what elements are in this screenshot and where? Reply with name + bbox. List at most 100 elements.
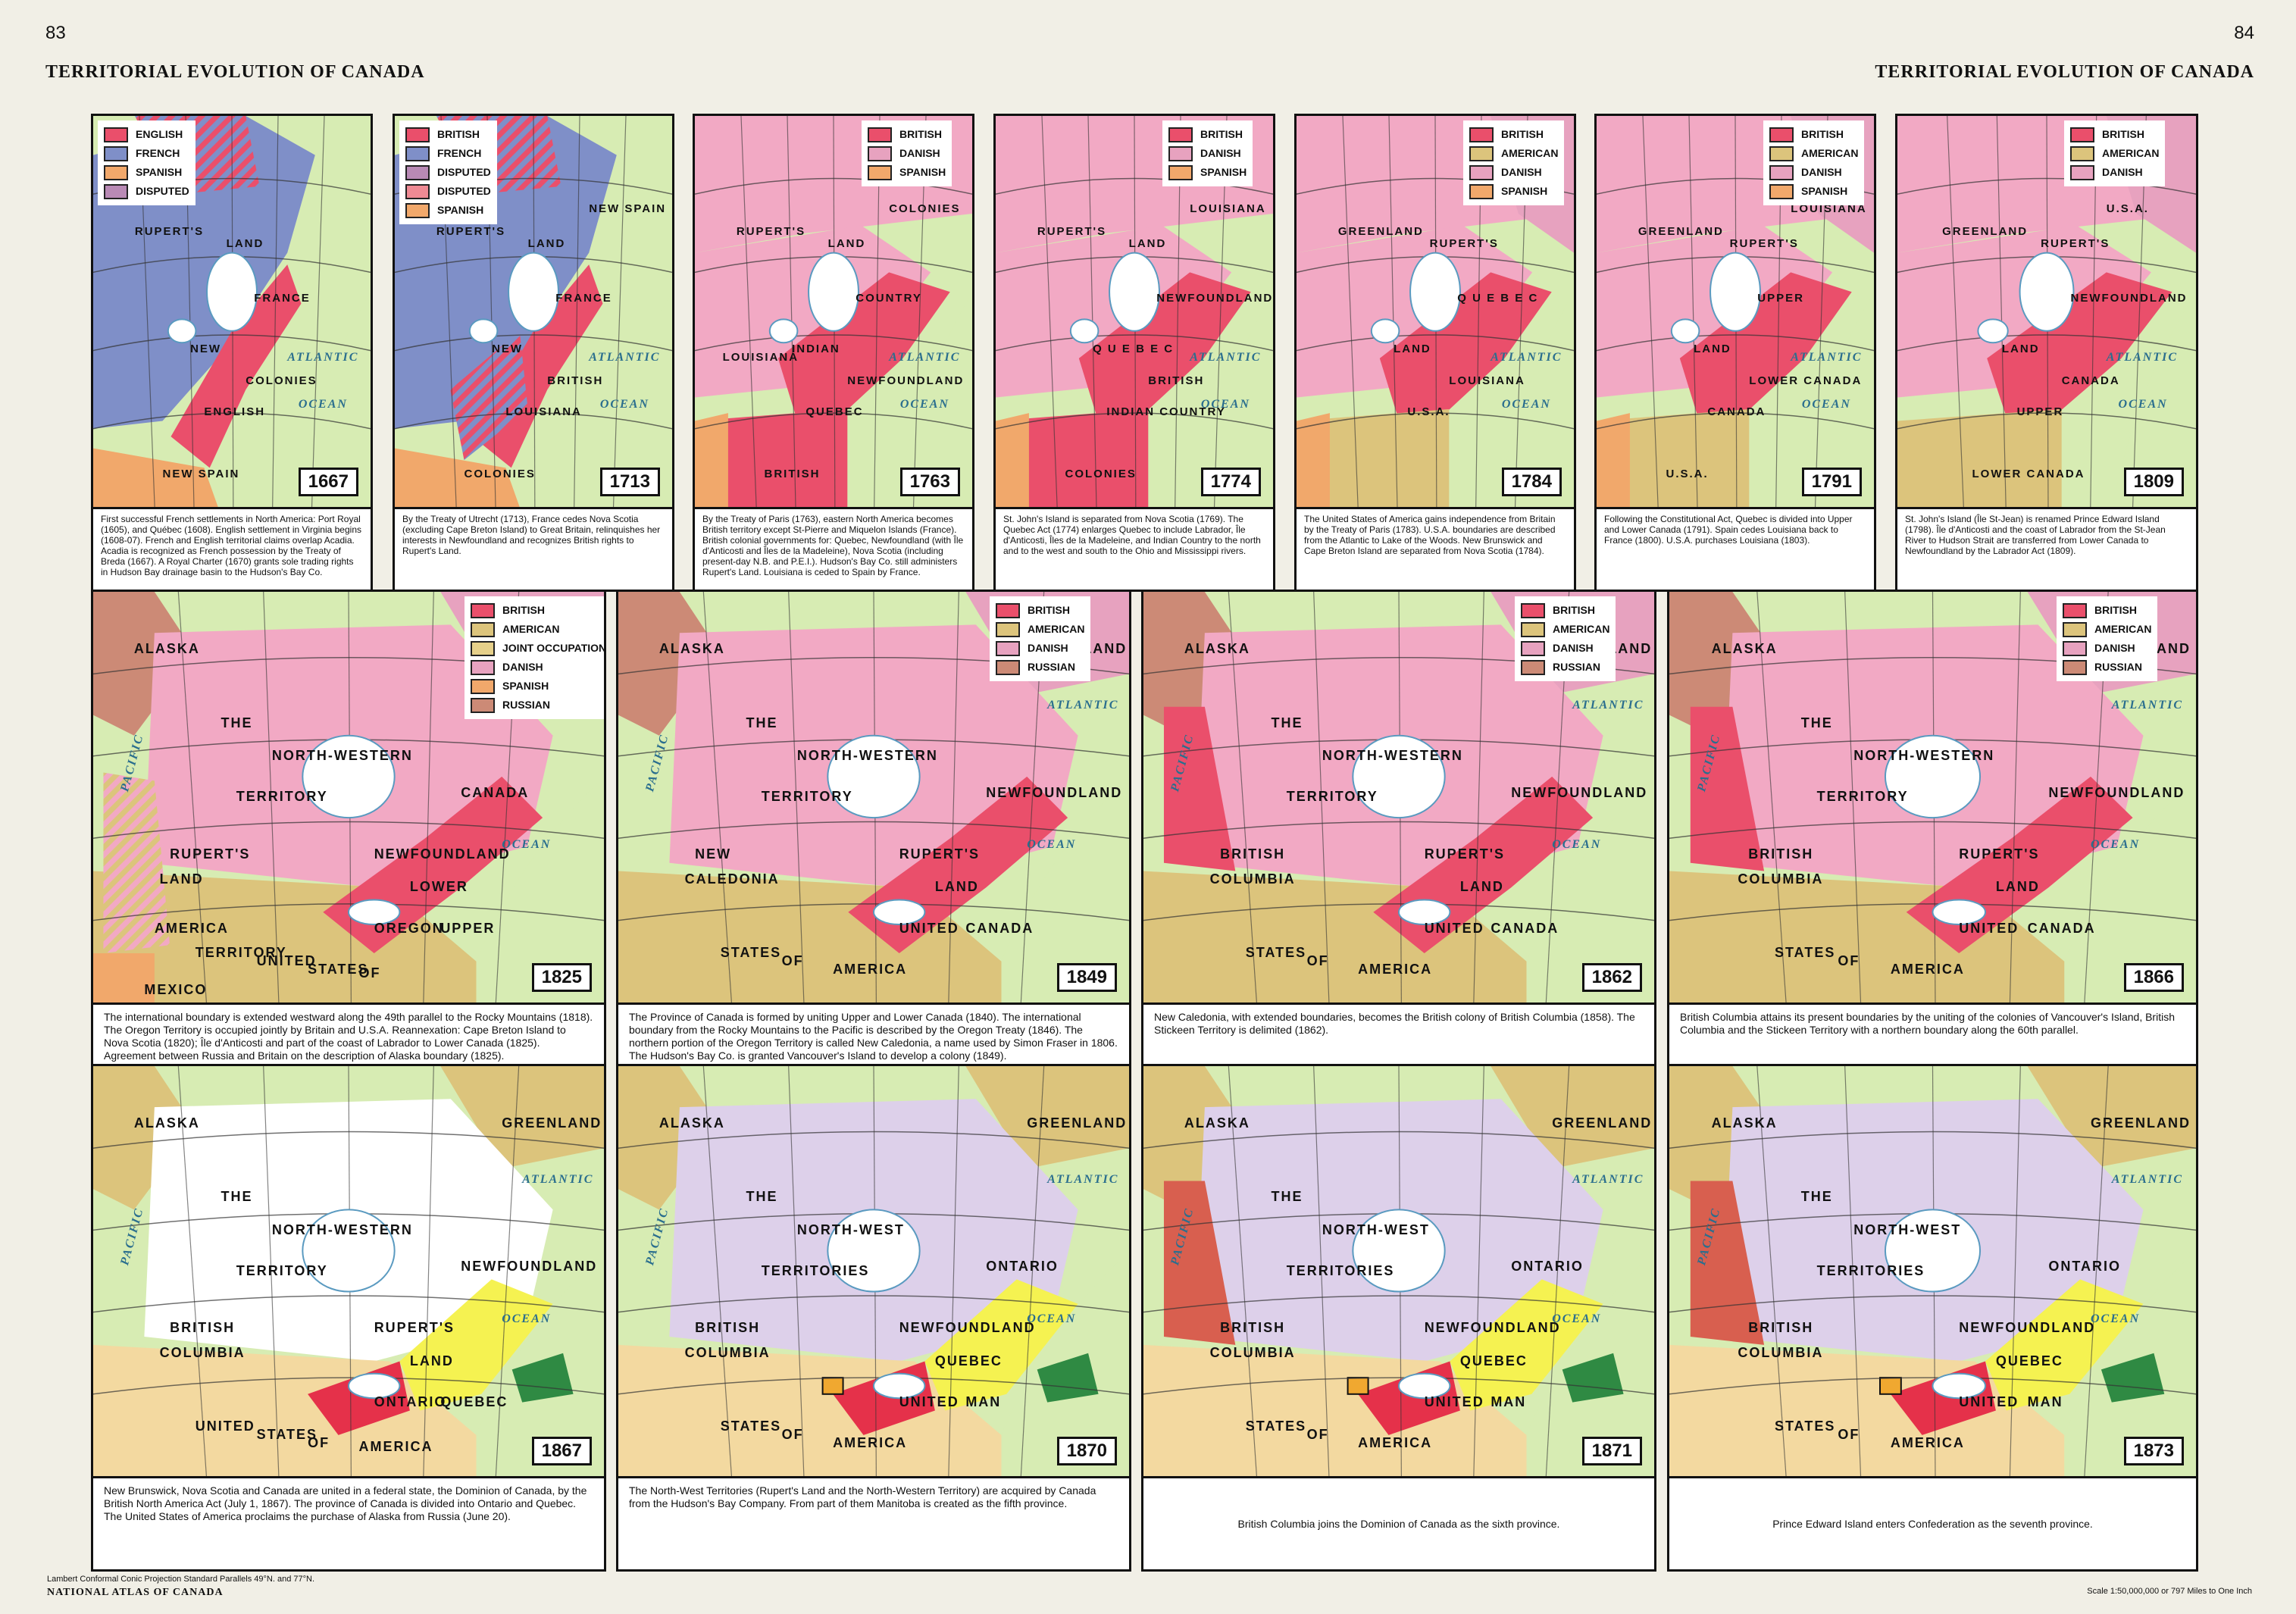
year-badge: 1866 [2123,963,2184,992]
ocean-label: ATLANTIC [2111,698,2184,712]
legend-swatch [868,145,892,161]
southern-lands [1297,409,1450,507]
great-lakes [468,318,499,344]
disputed-south [450,330,528,461]
legend-swatch [2063,621,2087,637]
legend-swatch [2063,659,2087,675]
map-label: INDIAN COUNTRY [1106,405,1226,418]
legend-label: RUSSIAN [1553,661,1601,673]
ocean-label: ATLANTIC [2106,350,2179,364]
legend-entry: BRITISH [1769,125,1858,144]
map-label: UNITED [899,1393,959,1409]
map-label: LOUISIANA [1449,374,1525,387]
ocean-label: ATLANTIC [1572,698,1644,712]
map-label: TERRITORY [761,789,853,805]
map-label: ALASKA [658,641,725,657]
year-badge: 1871 [1581,1437,1642,1465]
map-canvas [1143,1066,1654,1476]
graticule-meridian [948,1066,959,1476]
map-label: NEWFOUNDLAND [1156,292,1274,305]
great-lakes [873,899,926,926]
ocean-label: ATLANTIC [1190,350,1262,364]
legend-entry: DISPUTED [405,163,491,182]
panel-caption-1871: British Columbia joins the Dominion of C… [1141,1476,1656,1572]
map-label: BRITISH [170,1320,236,1336]
map-label: TERRITORY [236,1262,328,1278]
legend-swatch [2063,640,2087,656]
manitoba [1879,1377,1902,1395]
graticule-parallel [618,1295,1129,1313]
hudson-bay [206,252,258,332]
atlantic-water [2048,776,2196,1002]
legend-entry: SPANISH [868,163,946,182]
map-label: QUEBEC [934,1353,1003,1368]
legend-entry: DANISH [1769,163,1858,182]
map-label: STATES [308,961,369,977]
map-label: OF [1838,1427,1860,1443]
legend-entry: DISPUTED [104,182,189,201]
legend-swatch [405,164,430,180]
graticule-meridian [612,116,627,507]
map-label: Q U E B E C [1093,343,1175,356]
map-label: UPPER [1757,292,1804,305]
graticule-meridian [2009,592,2021,1002]
hudson-bay [1884,734,1982,819]
map-label: OF [1838,952,1860,968]
map-canvas [618,1066,1129,1476]
map-legend: BRITISH AMERICAN DANISH [2064,120,2166,186]
graticule-meridian [574,116,580,507]
atlantic-water [1511,776,1654,1002]
year-badge: 1862 [1581,963,1642,992]
map-label: THE [1271,715,1303,730]
map-label: LAND [1394,343,1431,356]
graticule-meridian [1388,116,1398,507]
graticule-meridian [1473,592,1484,1002]
legend-label: DANISH [1028,642,1068,654]
map-legend: BRITISH AMERICAN JOINT OCCUPATION DANISH SPA… [465,596,604,719]
year-badge: 1873 [2123,1437,2184,1465]
graticule-parallel [93,1377,604,1395]
graticule-meridian [1642,116,1659,507]
map-label: RUPERT'S [436,225,506,239]
graticule-meridian [1756,592,1787,1002]
map-label: STATES [1245,945,1307,961]
great-lakes [348,899,401,926]
map-legend: BRITISH AMERICAN DANISH SPANISH [1763,120,1865,205]
legend-label: FRENCH [437,147,482,159]
louisiana [996,413,1029,507]
legend-entry: DANISH [1469,163,1558,182]
legend-entry: SPANISH [1168,163,1247,182]
map-label: CANADA [2027,920,2096,936]
map-label: OF [781,952,804,968]
map-label: CANADA [461,784,530,800]
legend-entry: DANISH [1521,639,1609,658]
map-label: THE [746,715,778,730]
map-label: NEWFOUNDLAND [2070,292,2188,305]
year-badge: 1713 [599,468,660,496]
legend-entry: RUSSIAN [1521,658,1609,677]
map-label: UNITED [256,952,317,968]
map-label: TERRITORY [236,789,328,805]
legend-entry: DANISH [868,144,946,163]
ocean-label: OCEAN [1027,1312,1077,1325]
atlantic-water [1796,292,1874,507]
alaska [618,1066,721,1210]
ocean-label: ATLANTIC [1047,1172,1119,1186]
legend-label: DANISH [502,661,543,673]
map-legend: BRITISH DANISH SPANISH [862,120,952,186]
graticule-parallel [1297,412,1574,430]
louisiana [1297,413,1330,507]
ocean-label: ATLANTIC [287,350,359,364]
hudson-bay [1884,1209,1982,1293]
map-label: AMERICA [833,961,908,977]
map-label: COLUMBIA [1209,871,1296,887]
map-panel-1873: ALASKA GREENLAND THE NORTH-WEST TERRITORIES B… [1667,1064,2198,1478]
map-panel-1791: GREENLAND RUPERT'S LAND UPPER CANADA LOWER CA… [1594,114,1876,509]
legend-swatch [868,164,892,180]
legend-entry: DISPUTED [405,182,491,201]
graticule-parallel [618,1377,1129,1395]
scale-note: Scale 1:50,000,000 or 797 Miles to One I… [2087,1587,2252,1596]
hudson-bay [1352,1209,1446,1293]
alaska [93,592,196,736]
map-label: TERRITORY [195,945,287,961]
